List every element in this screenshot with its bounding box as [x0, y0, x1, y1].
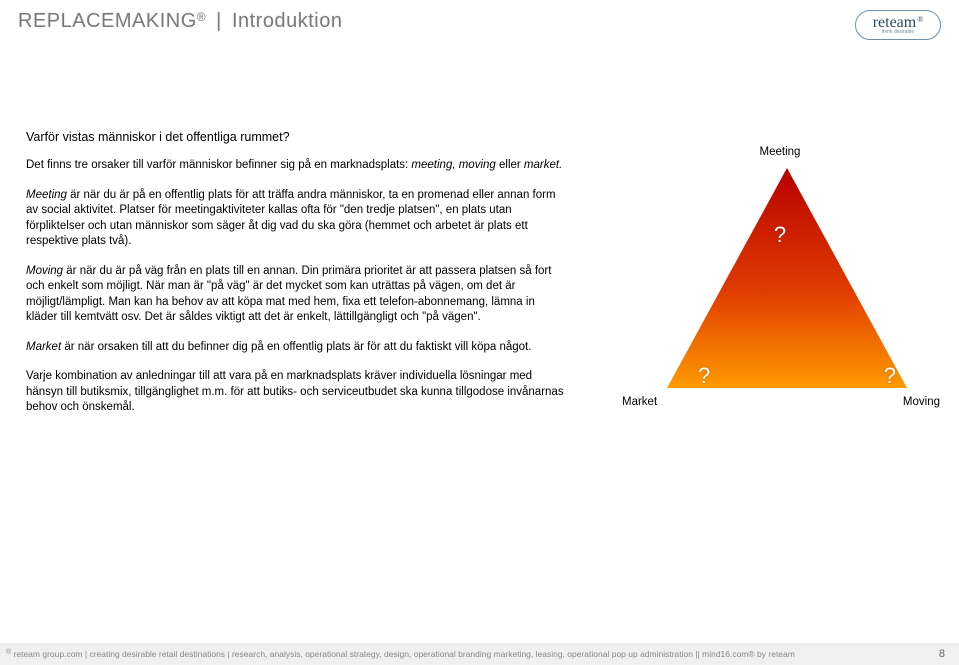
paragraph-intro: Det finns tre orsaker till varför männis…	[26, 158, 566, 174]
brand-reg: ®	[197, 10, 206, 24]
page-number: 8	[939, 648, 945, 660]
label-market: Market	[622, 396, 657, 408]
brand-name: REPLACEMAKING	[18, 10, 197, 32]
question-mark-right: ?	[884, 363, 896, 389]
triangle-diagram: Meeting Market Moving ? ? ?	[620, 140, 940, 460]
label-moving: Moving	[903, 396, 940, 408]
footer-text: ® reteam group.com | creating desirable …	[6, 649, 795, 659]
paragraph-moving: Moving är när du är på väg från en plats…	[26, 264, 566, 326]
slide-title: REPLACEMAKING® | Introduktion	[18, 10, 342, 33]
triangle-svg	[667, 168, 907, 388]
question-mark-left: ?	[698, 363, 710, 389]
title-separator: |	[216, 10, 222, 32]
text-content: Varför vistas människor i det offentliga…	[26, 130, 566, 430]
header: REPLACEMAKING® | Introduktion reteam® th…	[18, 10, 941, 46]
section-name: Introduktion	[232, 10, 343, 32]
logo: reteam® think desirable	[855, 10, 941, 40]
logo-tagline: think desirable	[882, 30, 914, 35]
paragraph-market: Market är när orsaken till att du befinn…	[26, 340, 566, 356]
paragraph-summary: Varje kombination av anledningar till at…	[26, 369, 566, 416]
content-heading: Varför vistas människor i det offentliga…	[26, 130, 566, 144]
question-mark-top: ?	[620, 222, 940, 248]
triangle-shape	[667, 168, 907, 388]
paragraph-meeting: Meeting är när du är på en offentlig pla…	[26, 188, 566, 250]
label-meeting: Meeting	[620, 146, 940, 158]
footer: ® reteam group.com | creating desirable …	[0, 643, 959, 665]
